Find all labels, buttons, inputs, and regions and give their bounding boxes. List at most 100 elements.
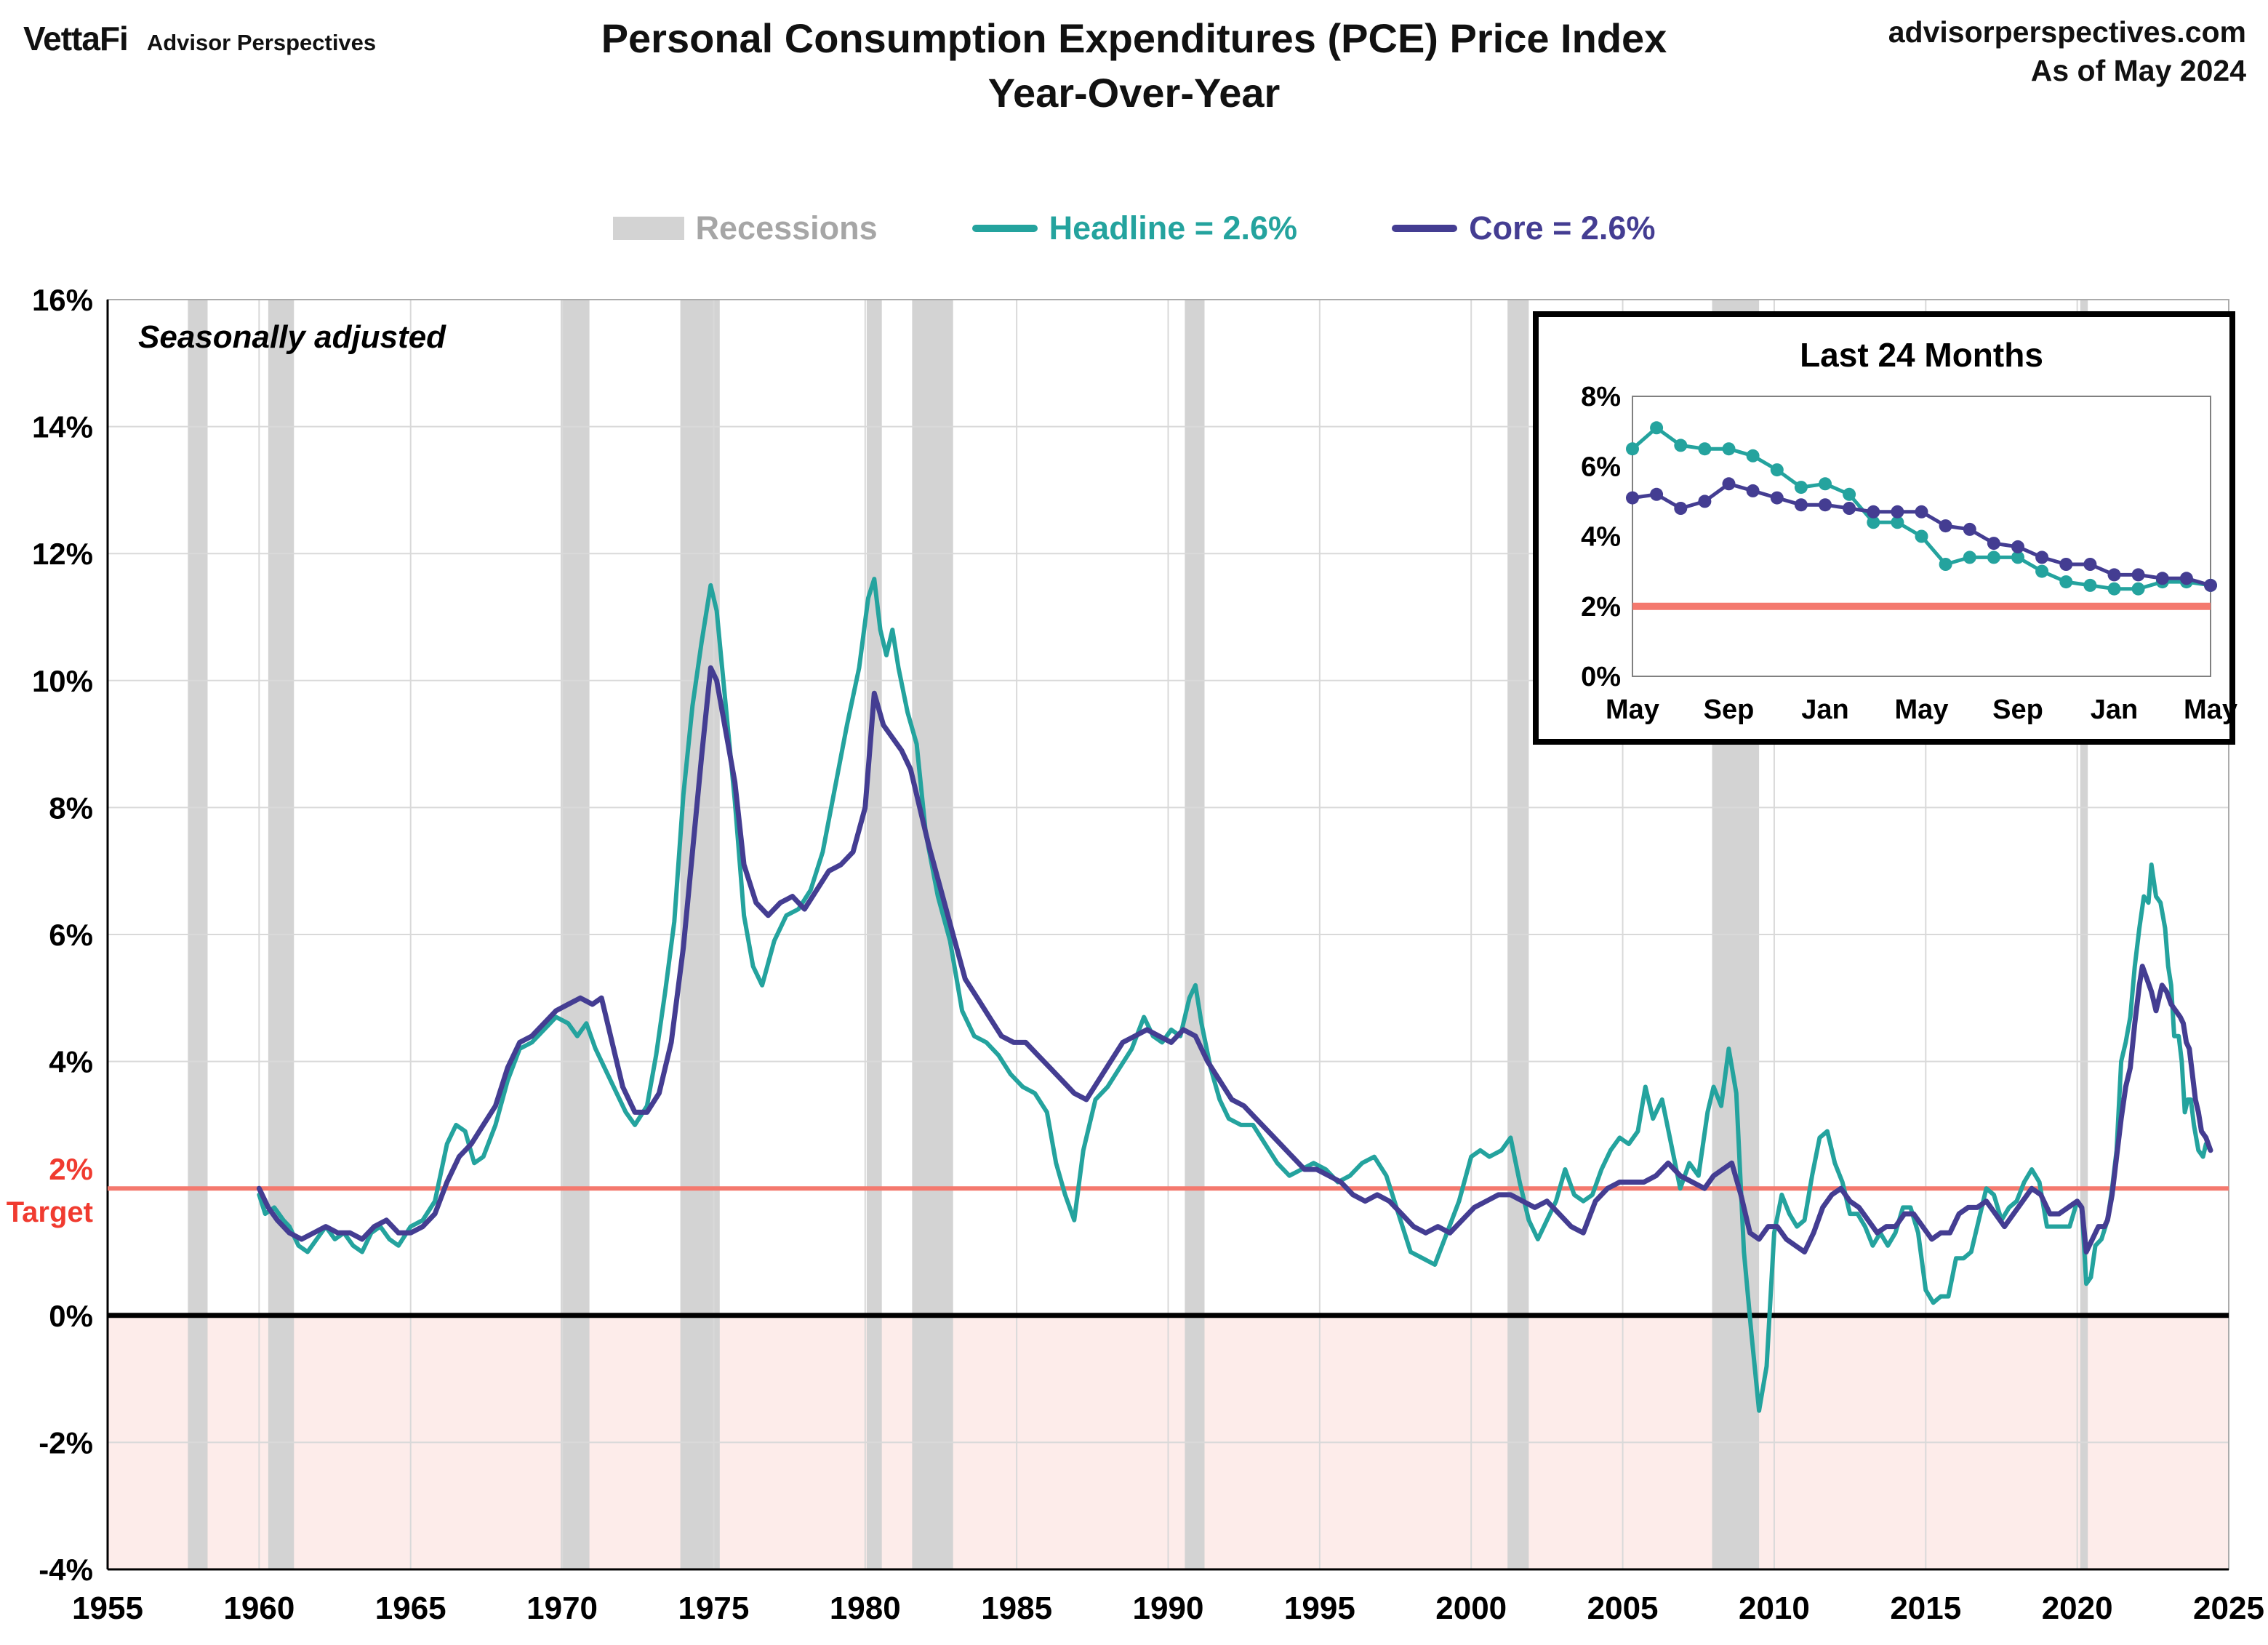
y-tick-label: 8% [49,791,93,825]
chart-title-line1: Personal Consumption Expenditures (PCE) … [601,15,1667,61]
inset-x-tick-label: May [1606,695,1659,725]
x-tick-label: 2010 [1739,1590,1810,1626]
x-tick-label: 2000 [1435,1590,1507,1626]
inset-marker-headline [2011,551,2024,564]
inset-marker-headline [1987,551,2000,564]
inset-marker-core [1939,519,1952,533]
inset-marker-core [1746,484,1760,497]
x-tick-label: 1960 [223,1590,294,1626]
recession-swatch [612,217,684,240]
inset-title: Last 24 Months [1800,336,2043,374]
legend-core: Core = 2.6% [1392,209,1655,247]
inset-marker-headline [1939,558,1952,571]
inset-marker-headline [2083,578,2097,592]
series-headline [257,577,2213,1413]
y-tick-label: 6% [49,918,93,952]
inset-marker-core [1794,498,1808,512]
inset-marker-core [1674,502,1688,515]
inset-marker-headline [2131,582,2145,596]
y-tick-label: 12% [32,537,93,571]
inset-marker-core [1819,498,1832,512]
series-core [256,665,2213,1254]
inset-marker-headline [2107,582,2121,596]
source-site: advisorperspectives.com [1888,15,2246,49]
x-tick-label: 1955 [72,1590,143,1626]
inset-y-tick-label: 4% [1581,522,1621,553]
legend: Recessions Headline = 2.6% Core = 2.6% [0,209,2268,247]
core-swatch [1392,225,1458,232]
inset-plot-border [1632,396,2211,677]
legend-headline-label: Headline = 2.6% [1049,209,1298,247]
inset-marker-headline [1650,421,1664,435]
title-block: Personal Consumption Expenditures (PCE) … [601,15,1667,116]
y-tick-label: -4% [39,1553,93,1587]
inset-x-tick-label: May [2184,695,2237,725]
inset-marker-headline [1891,516,1904,529]
inset-marker-core [2131,568,2145,582]
inset-marker-core [1987,537,2000,551]
inset-marker-core [1626,491,1639,505]
inset-x-tick-label: Sep [1992,695,2043,725]
y-tick-label: 4% [49,1045,93,1079]
inset-marker-core [1915,505,1928,519]
x-tick-label: 1970 [526,1590,598,1626]
inset-marker-core [2011,540,2024,553]
inset-marker-core [2083,558,2097,571]
target-value-label: 2% [49,1152,93,1186]
vettafi-logo: VettaFi [23,20,129,57]
inset-marker-core [1698,495,1712,508]
inset-marker-core [2179,572,2193,585]
x-tick-label: 1965 [375,1590,446,1626]
x-tick-label: 2020 [2042,1590,2113,1626]
inset-y-tick-label: 2% [1581,592,1621,623]
brand-subtitle: Advisor Perspectives [146,30,377,55]
x-tick-label: 1995 [1284,1590,1355,1626]
inset-y-tick-label: 0% [1581,662,1621,692]
inset-marker-headline [1746,449,1760,463]
y-tick-label: 16% [32,283,93,317]
inset-marker-core [2155,572,2169,585]
inset-marker-core [2204,578,2217,592]
inset-marker-headline [1794,481,1808,495]
as-of-date: As of May 2024 [2030,54,2246,88]
x-tick-label: 2015 [1890,1590,1961,1626]
chart-title-line2: Year-Over-Year [987,70,1281,116]
inset-marker-headline [2035,564,2049,578]
inset-marker-headline [1843,487,1856,501]
x-tick-label: 1975 [678,1590,749,1626]
inset-y-tick-label: 6% [1581,452,1621,482]
inset-marker-core [1963,522,1976,536]
inset-marker-core [1722,477,1736,491]
inset-marker-headline [1626,442,1639,456]
inset-marker-headline [1867,516,1880,529]
x-tick-label: 2005 [1587,1590,1659,1626]
y-tick-label: 10% [32,664,93,698]
inset-x-tick-label: Jan [1801,695,1848,725]
inset-marker-core [1867,505,1880,519]
inset-marker-headline [1819,477,1832,491]
inset-marker-headline [1674,439,1688,452]
x-tick-label: 1985 [981,1590,1052,1626]
inset-marker-core [2059,558,2073,571]
y-tick-label: 14% [32,410,93,444]
y-tick-label: -2% [39,1425,93,1460]
inset-marker-headline [1963,551,1976,564]
inset-marker-core [1843,502,1856,515]
source-block: advisorperspectives.com As of May 2024 [1888,13,2246,91]
legend-recessions: Recessions [612,209,878,247]
brand: VettaFi Advisor Perspectives [23,19,376,58]
inset-marker-core [1650,487,1664,501]
inset-marker-headline [1915,529,1928,543]
inset-x-tick-label: Jan [2091,695,2138,725]
inset-marker-headline [2059,575,2073,589]
inset-marker-headline [1722,442,1736,456]
inset-y-tick-label: 8% [1581,382,1621,412]
x-tick-label: 2025 [2193,1590,2264,1626]
legend-core-label: Core = 2.6% [1469,209,1656,247]
inset-marker-core [2035,551,2049,564]
inset-marker-core [1770,491,1784,505]
inset-box [1533,311,2235,745]
x-tick-label: 1990 [1133,1590,1204,1626]
